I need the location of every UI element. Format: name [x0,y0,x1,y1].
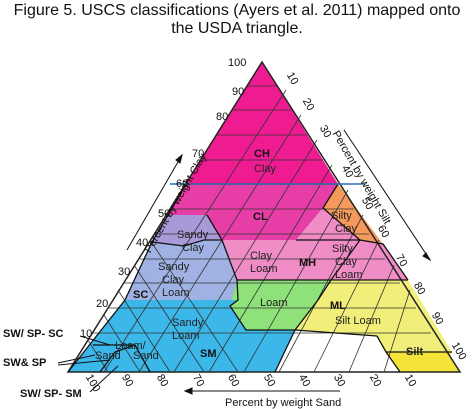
label-sandy-clay-2: Clay [182,242,205,254]
silt-tick: 30 [317,123,334,140]
label-sandy-clay-loam-1: Sandy [158,261,190,273]
label-sandy-clay-loam-3: Loam [162,287,190,299]
sand-tick: 80 [154,372,171,389]
label-loam: Loam [260,297,288,309]
label-sandy-loam-1: Sandy [172,317,204,329]
sand-tick: 30 [331,372,348,389]
sand-ticks: 100 90 80 70 60 50 40 30 20 10 [83,372,419,394]
silt-tick: 10 [284,70,301,87]
label-clay-loam-2: Loam [250,263,278,275]
clay-tick: 40 [136,237,148,249]
region-ch [186,62,338,184]
region-sandy-clay [152,215,222,246]
uscs-ml: ML [330,300,346,312]
usda-boundaries [67,183,452,373]
label-clay-loam-1: Clay [250,250,273,262]
label-loamy-sand-1: Loam/ [115,340,147,352]
silt-tick: 40 [339,163,356,180]
sand-tick: 100 [83,372,103,394]
silt-tick: 20 [300,96,317,113]
sand-tick: 60 [225,372,242,389]
label-silty-clay-loam-2: Clay [335,256,358,268]
clay-tick: 100 [228,57,246,69]
silt-tick: 90 [429,310,446,327]
label-sand: Sand [95,350,121,362]
uscs-sw-sp-sc: SW/ SP- SC [3,328,64,340]
sand-axis-title: Percent by weight Sand [225,397,341,409]
label-sandy-clay-loam-2: Clay [162,274,185,286]
grid-lines [87,85,431,373]
label-silty-clay-loam-3: Loam [335,269,363,281]
clay-ticks: 100 90 80 70 60 50 40 30 20 10 [80,57,246,340]
region-ml-loam [230,280,331,330]
label-silty-clay-1: Silty [331,210,352,222]
figure-caption: Figure 5. USCS classifications (Ayers et… [0,2,474,38]
region-mh [222,208,408,280]
silt-ticks: 10 20 30 40 50 60 70 80 90 100 [284,70,469,362]
uscs-mh: MH [299,257,316,269]
sand-tick: 10 [402,372,419,389]
region-sm [68,300,295,372]
clay-tick: 30 [118,266,130,278]
sand-tick: 20 [367,372,384,389]
uscs-sc: SC [133,289,148,301]
region-sc [125,240,238,300]
uscs-sm: SM [200,348,217,360]
clay-tick: 90 [232,86,244,98]
label-sandy-loam-2: Loam [172,330,200,342]
clay-tick: 20 [96,298,108,310]
sand-tick: 40 [296,372,313,389]
uscs-sw-sp: SW& SP [3,357,46,369]
clay-tick: 60 [176,178,188,190]
silt-tick: 70 [393,252,410,269]
caption-line-2: the USDA triangle. [171,20,303,37]
sand-tick: 50 [261,372,278,389]
uscs-ch: CH [254,148,270,160]
leader-lines [57,335,119,393]
region-silt [386,352,460,372]
clay-tick: 50 [158,208,170,220]
clay-tick: 10 [80,328,92,340]
uscs-sw-sp-sm: SW/ SP- SM [20,388,82,400]
uscs-cl: CL [253,211,268,223]
label-clay: Clay [254,163,277,175]
label-silt: Silt [406,346,423,358]
axis-arrows [126,129,432,395]
clay-tick: 80 [216,111,228,123]
sand-tick: 90 [119,372,136,389]
label-silty-clay-2: Clay [335,223,358,235]
clay-tick: 70 [192,148,204,160]
silt-tick: 80 [411,280,428,297]
triangle-outline [66,60,462,373]
label-sandy-clay-1: Sandy [177,229,209,241]
label-silty-clay-loam-1: Silty [332,243,353,255]
label-silt-loam: Silt Loam [335,315,381,327]
silt-tick: 50 [359,195,376,212]
silt-tick: 60 [375,223,392,240]
label-loamy-sand-2: Sand [133,350,159,362]
sand-tick: 70 [190,372,207,389]
caption-line-1: Figure 5. USCS classifications (Ayers et… [13,2,461,19]
